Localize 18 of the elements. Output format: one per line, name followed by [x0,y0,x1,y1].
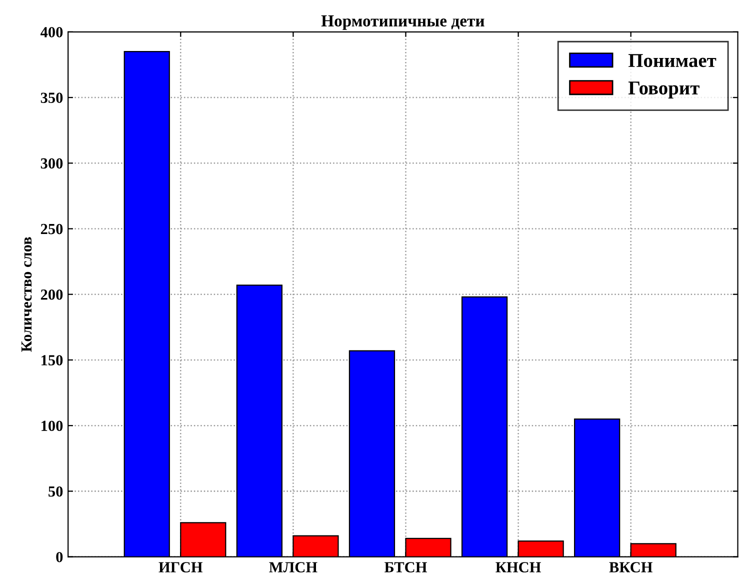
y-tick-label: 400 [40,27,63,38]
y-axis-title: Количество слов [21,237,32,352]
y-tick-label: 150 [42,355,63,366]
y-tick-label: 200 [40,289,63,300]
y-tick-label: 300 [40,158,63,169]
y-tick-label: 350 [40,92,63,103]
x-tick-label: КНСН [496,562,541,572]
y-tick-label: 100 [42,420,63,432]
legend-label: Говорит [628,82,700,99]
x-tick-label: МЛСН [269,562,318,572]
y-tick-label: 0 [56,552,63,562]
y-tick-label: 50 [48,486,63,497]
legend-label: Понимает [628,54,716,68]
y-tick-label: 250 [40,224,63,234]
chart-title: Нормотипичные дети [321,15,484,30]
x-tick-label: ВКСН [609,562,652,572]
x-tick-label: ИГСН [158,562,203,572]
x-tick-label: БТСН [384,562,427,572]
